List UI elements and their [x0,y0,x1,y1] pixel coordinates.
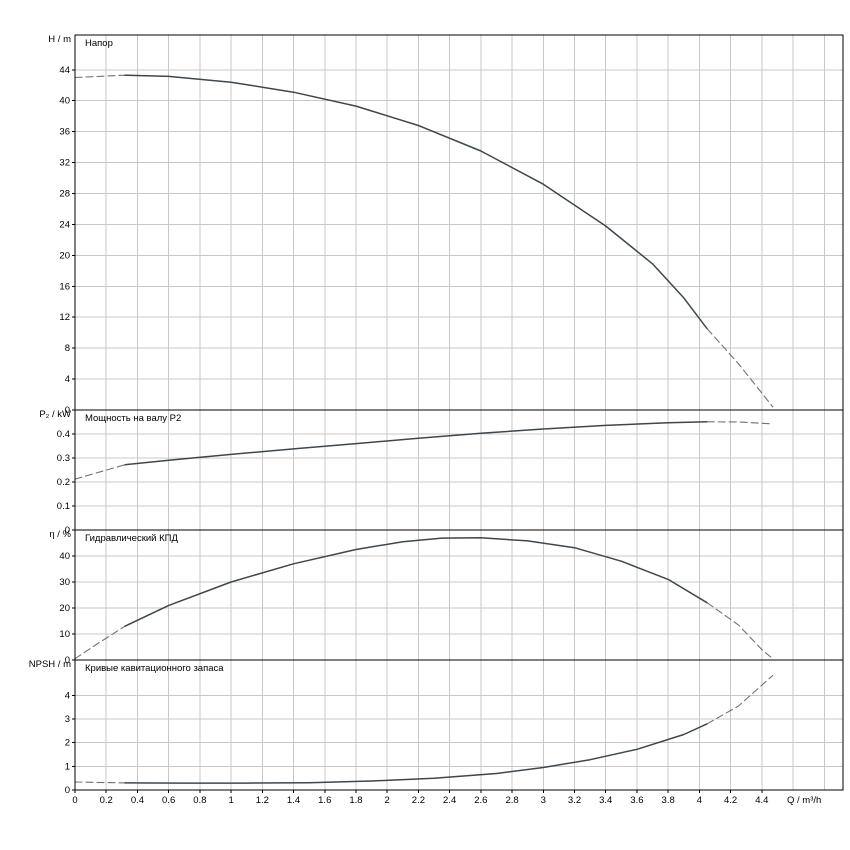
y-tick-label: 44 [59,65,70,76]
power-extrapolation-left [74,464,126,480]
power-curve [124,421,708,466]
x-tick-label: 3.2 [568,795,581,806]
x-tick-label: 0.2 [100,795,113,806]
y-tick-label: 1 [65,761,70,772]
panel-title: Кривые кавитационного запаса [85,663,224,674]
x-tick-label: 0 [72,795,77,806]
y-tick-label: 0 [65,525,70,536]
panel-title: Гидравлический КПД [85,533,178,544]
npsh-extrapolation-left [74,781,126,784]
x-tick-label: 2 [385,795,390,806]
y-tick-label: 2 [65,738,70,749]
y-tick-label: 24 [59,219,70,230]
x-tick-label: 1.6 [318,795,331,806]
x-tick-label: 2.6 [474,795,487,806]
x-tick-label: 1 [228,795,233,806]
plot-borders [74,34,844,791]
x-tick-label: 0.8 [193,795,206,806]
y-tick-label: 40 [59,551,70,562]
x-tick-label: 0.4 [131,795,144,806]
y-tick-label: 20 [59,603,70,614]
x-tick-label: 4.4 [755,795,768,806]
y-tick-label: 16 [59,281,70,292]
y-tick-label: 0.1 [57,501,70,512]
x-tick-label: 1.4 [287,795,300,806]
x-tick-label: 0.6 [162,795,175,806]
y-tick-label: 0.2 [57,477,70,488]
y-tick-label: 10 [59,629,70,640]
y-axis-label: H / m [48,34,71,45]
efficiency-curve [124,537,708,627]
y-axis-label: P₂ / kW [39,409,71,420]
npsh-extrapolation-right [706,674,774,725]
y-tick-label: 12 [59,312,70,323]
y-axis-label: η / % [49,529,71,540]
y-tick-label: 0.3 [57,453,70,464]
y-tick-label: 0 [65,785,70,796]
x-tick-label: 2.8 [505,795,518,806]
efficiency-extrapolation-left [74,625,126,660]
x-tick-label: 2.4 [443,795,456,806]
x-tick-label: 1.8 [349,795,362,806]
y-tick-label: 36 [59,127,70,138]
efficiency-extrapolation-right [706,602,774,660]
head-curve [124,74,708,330]
y-axis-label: NPSH / m [29,659,71,670]
y-tick-label: 4 [65,374,70,385]
x-tick-label: 3.4 [599,795,612,806]
y-tick-label: 30 [59,577,70,588]
x-axis-label: Q / m³/h [787,795,821,806]
head-extrapolation-right [706,328,774,408]
y-tick-label: 8 [65,343,70,354]
head-extrapolation-left [74,74,126,79]
gridlines [75,35,843,790]
y-tick-label: 32 [59,158,70,169]
panel-title: Мощность на валу P2 [85,413,181,424]
x-tick-label: 3.6 [630,795,643,806]
y-tick-label: 28 [59,189,70,200]
y-tick-label: 20 [59,250,70,261]
y-tick-label: 0 [65,405,70,416]
x-tick-label: 4.2 [724,795,737,806]
x-tick-label: 4 [697,795,702,806]
x-tick-label: 1.2 [256,795,269,806]
npsh-curve [124,723,708,784]
y-tick-label: 0 [65,655,70,666]
y-tick-label: 40 [59,96,70,107]
y-tick-label: 4 [65,690,70,701]
y-tick-label: 0.4 [57,429,70,440]
y-tick-label: 3 [65,714,70,725]
plot-border [74,34,844,791]
x-tick-label: 3.8 [662,795,675,806]
panel-title: Напор [85,38,113,49]
x-tick-label: 3 [541,795,546,806]
x-tick-label: 2.2 [412,795,425,806]
